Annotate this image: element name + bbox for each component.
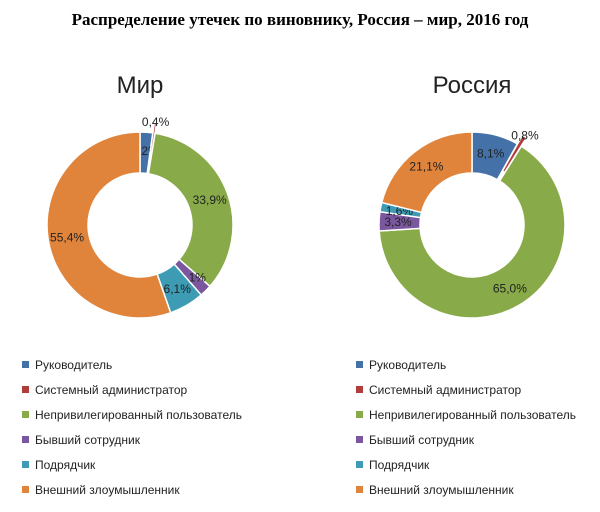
data-label-former-employee: 3,3%	[384, 215, 412, 229]
legend-swatch	[22, 486, 29, 493]
data-label-sysadmin: 0,8%	[511, 129, 539, 143]
data-label-rukovoditel: 8,1%	[477, 146, 505, 160]
legend-label: Внешний злоумышленник	[369, 482, 514, 497]
slice-external-attacker	[46, 131, 172, 319]
legend-label: Подрядчик	[35, 457, 96, 472]
legend-label: Руководитель	[35, 357, 113, 372]
data-label-external-attacker: 21,1%	[409, 160, 443, 174]
legend-russia: Руководитель Системный администратор Непри…	[356, 352, 576, 502]
legend-label: Руководитель	[369, 357, 447, 372]
legend-world: Руководитель Системный администратор Непри…	[22, 352, 242, 502]
donut-russia: 8,1%0,8%65,0%3,3%1,6%21,1%	[378, 129, 566, 319]
data-label-contractor: 6,1%	[164, 282, 192, 296]
legend-swatch	[356, 486, 363, 493]
legend-item-rukovoditel: Руководитель	[356, 352, 576, 377]
legend-swatch	[356, 436, 363, 443]
legend-label: Внешний злоумышленник	[35, 482, 180, 497]
slice-user	[378, 145, 566, 319]
data-label-external-attacker: 55,4%	[50, 230, 84, 244]
legend-item-sysadmin: Системный администратор	[22, 377, 242, 402]
legend-item-user: Непривилегированный пользователь	[356, 402, 576, 427]
legend-swatch	[356, 361, 363, 368]
legend-label: Подрядчик	[369, 457, 430, 472]
legend-item-former-employee: Бывший сотрудник	[22, 427, 242, 452]
chart-title: Распределение утечек по виновнику, Росси…	[71, 10, 529, 29]
legend-item-user: Непривилегированный пользователь	[22, 402, 242, 427]
chart-subtitle-russia: Россия	[433, 72, 512, 99]
legend-swatch	[356, 411, 363, 418]
donut-charts: Мир Россия 2,2%0,4%33,9%2,1%6,1%55,4% 8,…	[46, 72, 566, 319]
legend-label: Системный администратор	[369, 382, 522, 397]
legend-swatch	[22, 436, 29, 443]
legend-label: Системный администратор	[35, 382, 188, 397]
legend-item-contractor: Подрядчик	[356, 452, 576, 477]
legend-item-external-attacker: Внешний злоумышленник	[22, 477, 242, 502]
legend-label: Непривилегированный пользователь	[35, 407, 242, 422]
data-label-sysadmin: 0,4%	[142, 115, 170, 129]
legend-item-rukovoditel: Руководитель	[22, 352, 242, 377]
legend-item-external-attacker: Внешний злоумышленник	[356, 477, 576, 502]
slice-user	[147, 132, 234, 288]
legend-label: Бывший сотрудник	[369, 432, 475, 447]
data-label-user: 65,0%	[493, 282, 527, 296]
legend-swatch	[22, 411, 29, 418]
legend-swatch	[356, 386, 363, 393]
legend-swatch	[22, 386, 29, 393]
legend-label: Непривилегированный пользователь	[369, 407, 576, 422]
slice-external-attacker	[380, 131, 473, 214]
legend-swatch	[22, 361, 29, 368]
data-label-user: 33,9%	[193, 193, 227, 207]
legend-swatch	[22, 461, 29, 468]
legend-swatch	[356, 461, 363, 468]
legend-item-former-employee: Бывший сотрудник	[356, 427, 576, 452]
donut-world: 2,2%0,4%33,9%2,1%6,1%55,4%	[46, 115, 234, 319]
legend-label: Бывший сотрудник	[35, 432, 141, 447]
legend-item-sysadmin: Системный администратор	[356, 377, 576, 402]
legend-item-contractor: Подрядчик	[22, 452, 242, 477]
chart-subtitle-world: Мир	[117, 72, 164, 99]
